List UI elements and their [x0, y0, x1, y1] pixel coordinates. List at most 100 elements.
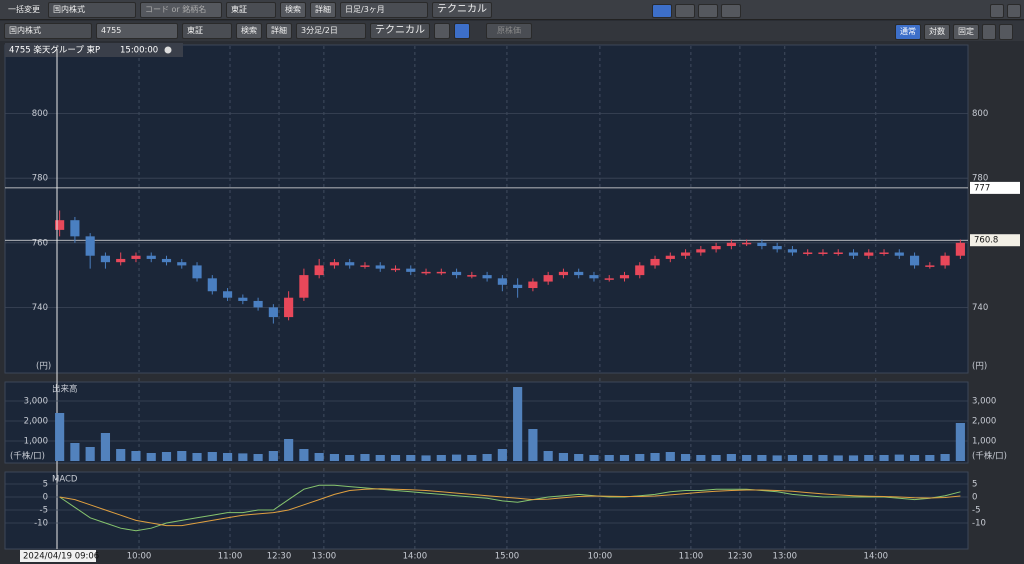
x-tick-label: 13:00 — [773, 552, 798, 562]
layout-1[interactable] — [652, 4, 672, 18]
volume-bar — [940, 454, 950, 461]
volume-bar — [711, 455, 721, 461]
period-select[interactable]: 3分足/2日 — [296, 23, 366, 39]
volume-bar — [818, 455, 828, 461]
expand[interactable] — [1007, 4, 1021, 18]
volume-bar — [222, 453, 233, 461]
candle-body — [787, 249, 798, 253]
exchange-select[interactable]: 東証 — [226, 1, 276, 18]
exchange-select[interactable]: 東証 — [182, 23, 232, 39]
candle-body — [329, 262, 340, 266]
candle-body — [268, 307, 278, 318]
fixed-scale[interactable]: 固定 — [953, 24, 979, 40]
log-scale[interactable]: 対数 — [924, 24, 950, 40]
candle-body — [55, 220, 65, 230]
volume-bar — [131, 451, 141, 461]
detail-button[interactable]: 詳細 — [310, 1, 336, 18]
candle-body — [314, 265, 324, 276]
settings[interactable] — [990, 4, 1004, 18]
volume-bar — [192, 453, 202, 461]
volume-bar — [253, 454, 263, 461]
technical-button[interactable]: テクニカル — [432, 1, 492, 18]
macd-panel — [4, 471, 969, 550]
volume-bar — [589, 455, 599, 461]
volume-bar — [772, 455, 782, 461]
x-tick-label: 15:00 — [495, 552, 520, 562]
volume-bar — [390, 455, 401, 461]
candle-body — [589, 275, 599, 279]
volume-bar — [726, 454, 736, 461]
info-icon[interactable] — [164, 46, 172, 54]
search-input[interactable]: コード or 銘柄名 — [140, 1, 222, 18]
volume-bar — [925, 455, 935, 461]
candle-body — [284, 297, 294, 318]
layout-3[interactable] — [698, 4, 718, 18]
candle-body — [497, 278, 507, 285]
detail-button[interactable]: 詳細 — [266, 23, 292, 39]
candle-body — [619, 275, 630, 279]
volume-bar — [85, 447, 95, 461]
y-tick-label: 5 — [43, 480, 48, 490]
y-tick-label: -10 — [34, 519, 48, 529]
cursor-label-bg — [20, 550, 96, 562]
candle-body — [146, 255, 156, 259]
y-unit: (千株/口) — [10, 451, 45, 462]
y-tick-label: 0 — [43, 493, 48, 503]
x-tick-label: 12:30 — [728, 552, 753, 562]
crosshair-tool[interactable] — [454, 23, 470, 39]
toolbar-1: 一括変更 国内株式 コード or 銘柄名 東証 検索 詳細 日足/3ヶ月 テクニ… — [0, 0, 1024, 20]
volume-bar — [314, 453, 324, 461]
draw-tool[interactable] — [434, 23, 450, 39]
technical-button[interactable]: テクニカル — [370, 23, 430, 39]
period-select[interactable]: 日足/3ヶ月 — [340, 1, 428, 18]
x-tick-label: 11:00 — [679, 552, 704, 562]
bulk-change[interactable]: 一括変更 — [8, 5, 40, 14]
volume-bar — [528, 429, 538, 461]
undo[interactable] — [982, 24, 996, 40]
candle-body — [726, 242, 736, 247]
layout-2[interactable] — [675, 4, 695, 18]
search-button[interactable]: 検索 — [280, 1, 306, 18]
volume-bar — [406, 455, 416, 461]
candle-body — [848, 252, 859, 256]
candle-body — [955, 242, 965, 256]
volume-bar — [696, 455, 706, 461]
time: 15:00:00 — [120, 46, 158, 56]
y-unit: (円) — [36, 362, 51, 372]
reference-label: 760.8 — [974, 236, 998, 246]
candle-body — [543, 275, 553, 282]
search-button[interactable]: 検索 — [236, 23, 262, 39]
volume-bar — [757, 455, 767, 461]
normal-scale[interactable]: 通常 — [895, 24, 921, 40]
market-select[interactable]: 国内株式 — [48, 1, 136, 18]
market-select[interactable]: 国内株式 — [4, 23, 92, 39]
volume-bar — [268, 451, 278, 461]
volume-bar — [848, 455, 859, 461]
volume-bar — [619, 455, 630, 461]
candle-body — [451, 271, 462, 276]
volume-bar — [955, 423, 965, 461]
price-panel — [4, 44, 969, 374]
volume-bar — [299, 449, 309, 461]
code-input[interactable]: 4755 — [96, 23, 178, 39]
candle-body — [833, 252, 843, 254]
x-tick-label: 14:00 — [403, 552, 428, 562]
y-tick-label: 800 — [32, 109, 48, 119]
candle-body — [650, 258, 660, 266]
candle-body — [70, 220, 80, 237]
volume-bar — [177, 451, 187, 461]
fullscreen[interactable] — [999, 24, 1013, 40]
layout-4[interactable] — [721, 4, 741, 18]
volume-bar — [665, 452, 675, 461]
volume-bar — [879, 455, 889, 461]
candle-body — [375, 265, 385, 269]
original-price[interactable]: 原株価 — [486, 23, 532, 39]
candle-body — [299, 275, 309, 298]
candle-body — [772, 246, 782, 250]
candle-body — [711, 246, 721, 250]
candle-body — [360, 265, 370, 267]
scale-buttons: 通常 対数 固定 — [895, 24, 1013, 40]
candle-body — [864, 252, 874, 256]
